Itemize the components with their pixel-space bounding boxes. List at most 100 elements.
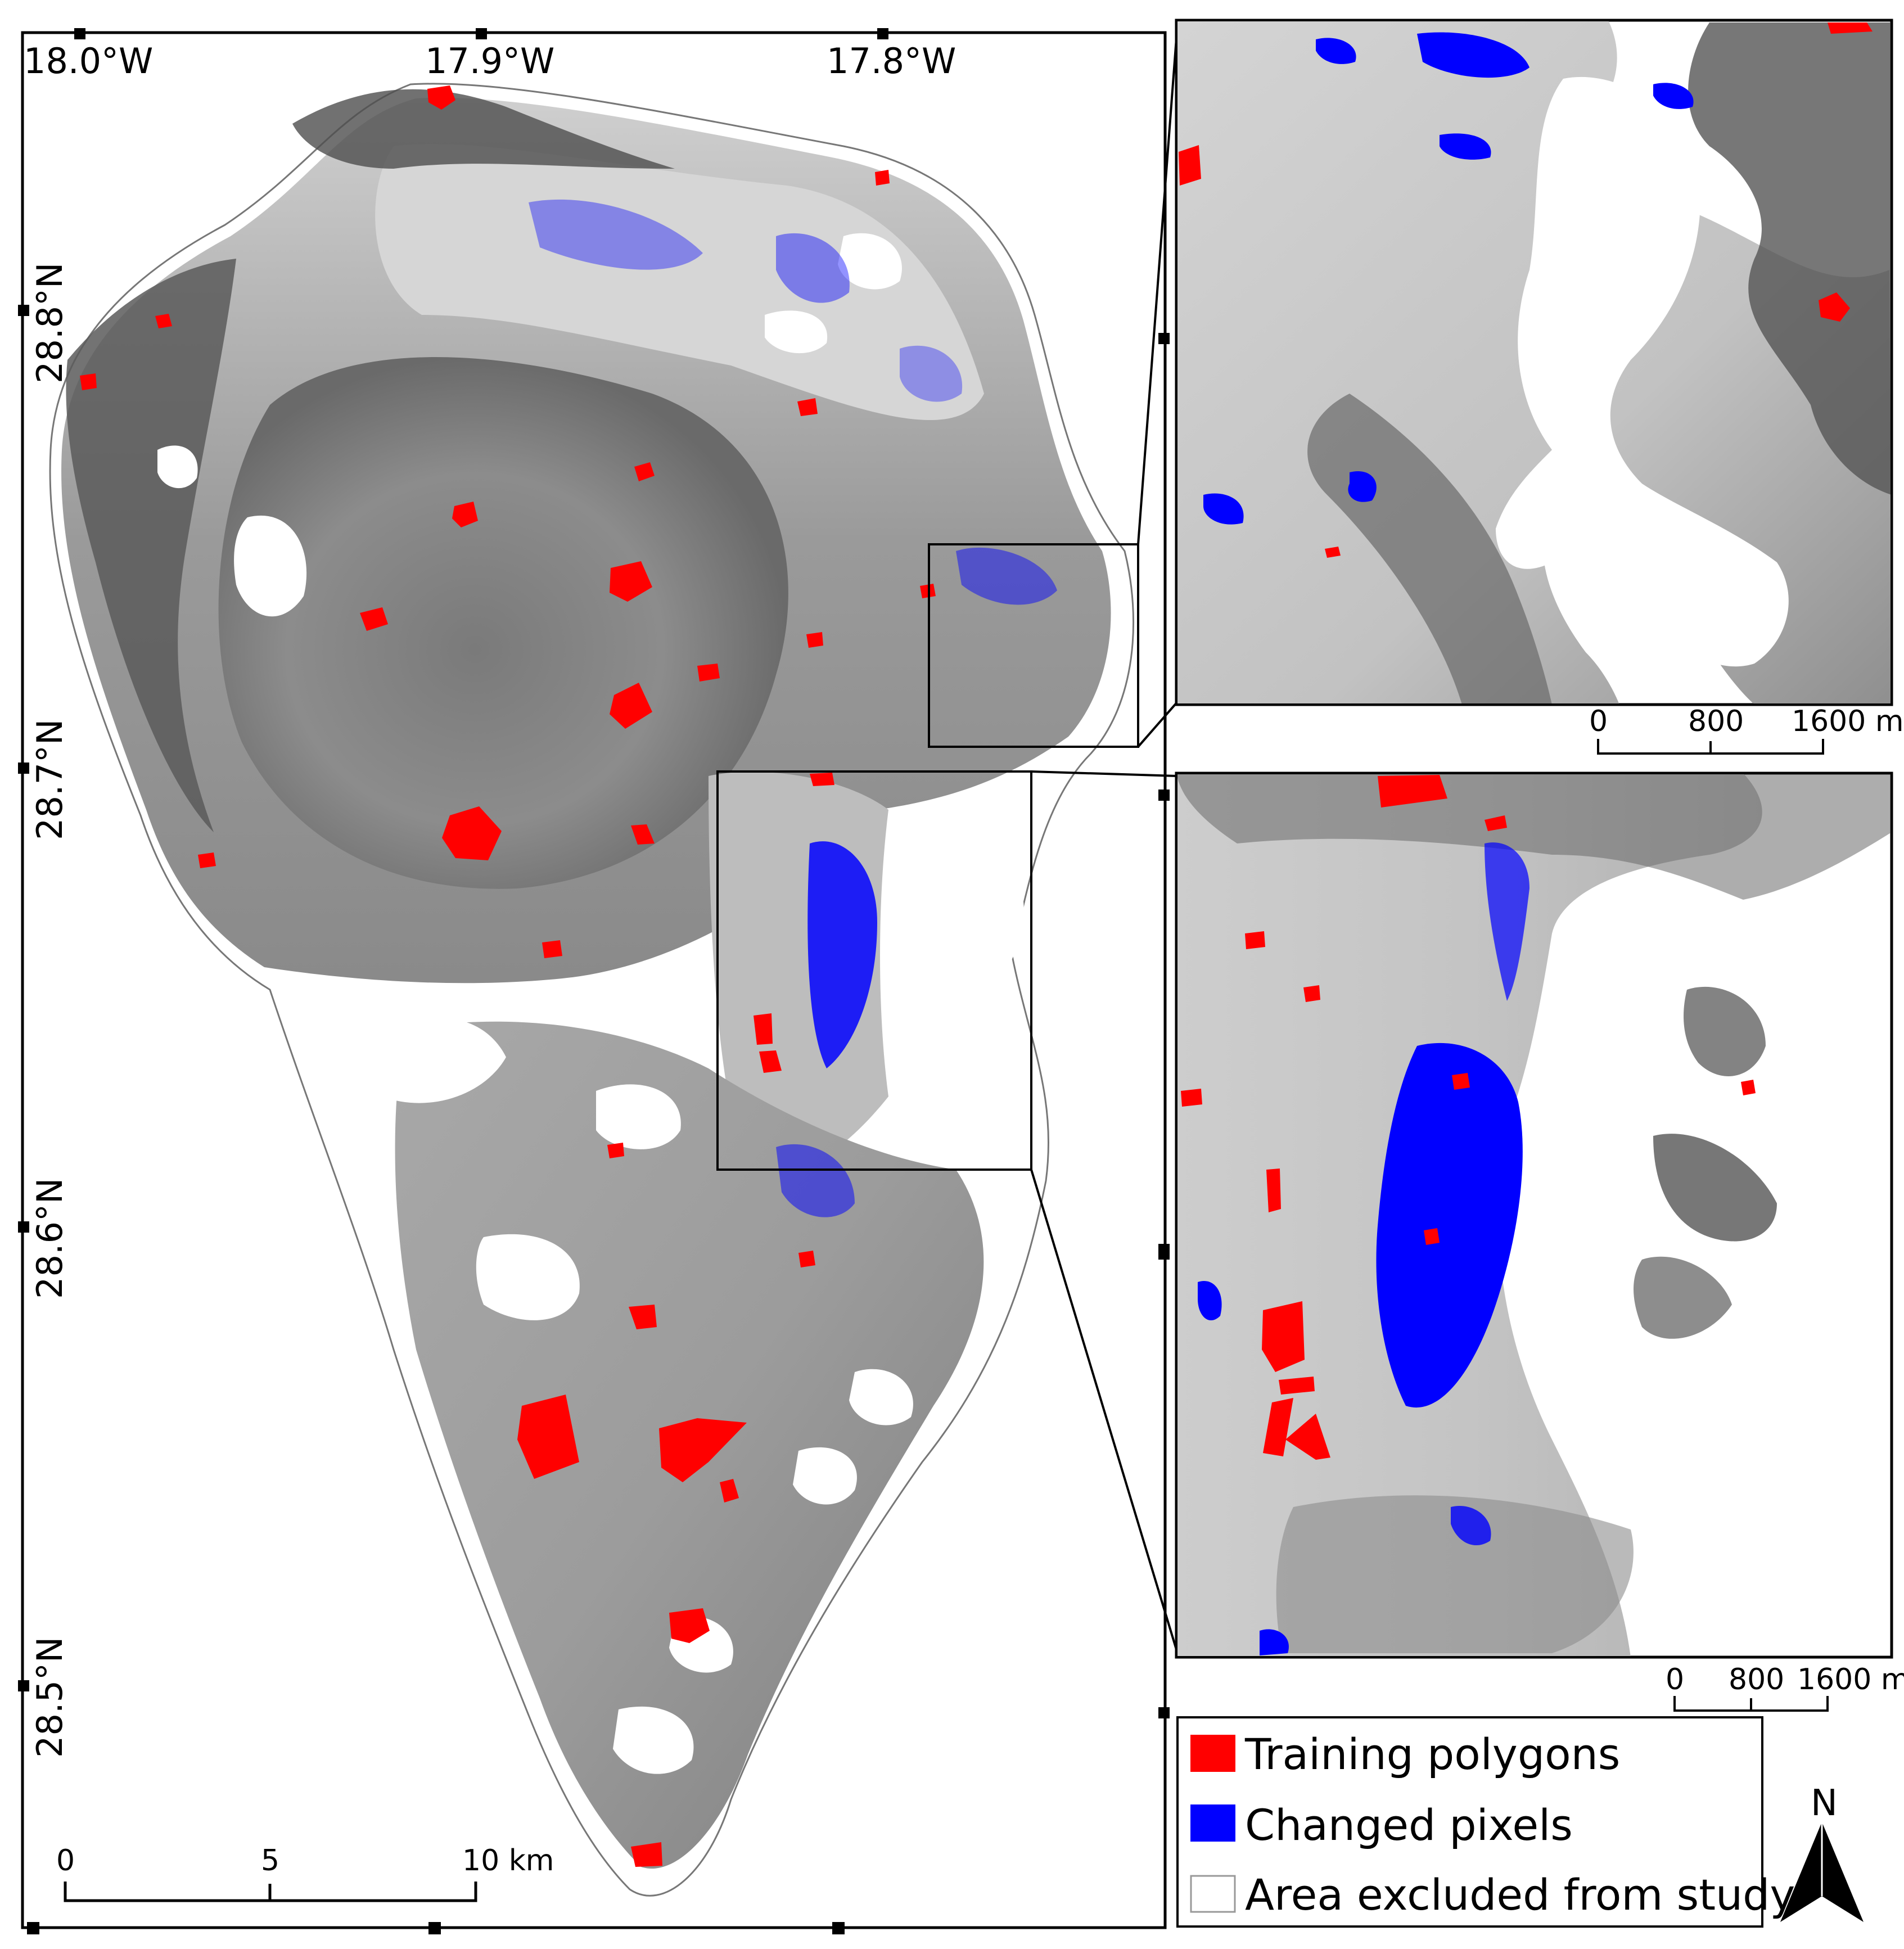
legend-item-excluded: Area excluded from study: [1190, 1870, 1795, 1920]
training-polygon: [198, 852, 216, 868]
training-polygon: [542, 940, 562, 958]
lon-label: 18.0°W: [24, 40, 153, 82]
training-polygon: [798, 1251, 815, 1267]
legend-label: Changed pixels: [1245, 1800, 1573, 1850]
inset-bottom-east-patch: [1634, 1256, 1732, 1339]
inset-top-excluded: [1496, 76, 1789, 667]
training-polygon: [659, 1418, 747, 1482]
training-polygon: [452, 502, 478, 527]
island-coastline: [49, 83, 1135, 1897]
main-changed-pixels: [529, 199, 1057, 1217]
main-training-polygons: [80, 85, 936, 1867]
inset-bottom-south-patch: [1276, 1495, 1634, 1653]
west-dark-terrain: [66, 259, 236, 832]
inset-bottom: 0 800 1600 m: [1158, 772, 1904, 1712]
lat-label: 28.5°N: [29, 1637, 70, 1758]
training-polygon: [1262, 1301, 1305, 1372]
training-polygon: [810, 773, 834, 786]
training-polygon: [1245, 931, 1265, 949]
scale-label: 1600 m: [1797, 1663, 1904, 1697]
lat-label: 28.8°N: [29, 263, 70, 384]
inset-bottom-scale-bar: 0 800 1600 m: [1666, 1663, 1904, 1712]
training-polygon: [629, 1305, 657, 1329]
scale-label: 10 km: [462, 1844, 554, 1878]
legend: Training polygons Changed pixels Area ex…: [1176, 1716, 1795, 1928]
north-arrow: N: [1780, 1783, 1864, 1922]
training-polygon: [1819, 292, 1850, 322]
inset-bottom-training-polygons: [1181, 775, 1756, 1460]
training-polygon: [759, 1050, 782, 1073]
scale-label: 5: [261, 1844, 279, 1878]
lat-tick: [18, 1680, 29, 1691]
scale-label: 800: [1688, 705, 1744, 738]
lat-tick: [18, 763, 29, 774]
training-polygon: [80, 373, 97, 390]
training-polygon: [1741, 1080, 1756, 1095]
scale-label: 0: [1589, 705, 1608, 738]
legend-item-training: Training polygons: [1190, 1729, 1620, 1779]
training-polygon: [697, 664, 720, 682]
north-light-area: [375, 144, 985, 421]
legend-label: Training polygons: [1244, 1729, 1620, 1779]
inset-top-changed-pixels: [1203, 32, 1694, 525]
training-polygon: [875, 170, 890, 186]
inset-top-training-polygons: [1179, 22, 1873, 558]
inset-bottom-dark-north: [1177, 774, 1891, 900]
inset-top-dark-east: [1688, 22, 1891, 495]
legend-label: Area excluded from study: [1245, 1870, 1795, 1920]
training-polygon: [631, 1842, 662, 1867]
training-polygon: [1378, 775, 1447, 807]
scale-label: 800: [1729, 1663, 1784, 1697]
legend-swatch-excluded: [1190, 1875, 1236, 1913]
main-scale-bar: 0 5 10 km: [56, 1844, 554, 1902]
inset-connectors: [1030, 23, 1179, 1654]
training-polygon: [1424, 1228, 1440, 1245]
training-polygon: [360, 607, 388, 631]
lat-label: 28.6°N: [29, 1178, 70, 1299]
training-polygon: [1263, 1398, 1293, 1456]
training-polygon: [1452, 1073, 1470, 1090]
training-polygon: [610, 561, 652, 602]
training-polygon: [797, 398, 818, 416]
lon-axis: 18.0°W 17.9°W 17.8°W: [24, 28, 956, 82]
scale-label: 0: [56, 1844, 75, 1878]
scale-label: 1600 m: [1792, 705, 1904, 738]
lon-label: 17.8°W: [827, 40, 956, 82]
lon-tick: [74, 28, 85, 39]
training-polygon: [1485, 815, 1507, 831]
lat-axis: 28.8°N 28.7°N 28.6°N 28.5°N: [18, 263, 70, 1758]
lon-tick: [476, 28, 487, 39]
training-polygon: [155, 314, 172, 328]
training-polygon: [442, 806, 502, 860]
lon-tick: [877, 28, 888, 39]
lat-label: 28.7°N: [29, 719, 70, 840]
training-polygon: [607, 1143, 624, 1158]
training-polygon: [1285, 1414, 1330, 1460]
legend-item-changed: Changed pixels: [1190, 1800, 1573, 1850]
training-polygon: [517, 1395, 579, 1479]
inset-bottom-east-patch: [1684, 986, 1766, 1076]
frame-ticks: [27, 333, 1170, 1934]
training-polygon: [1179, 145, 1201, 186]
inset-top-scale-bar: 0 800 1600 m: [1589, 705, 1904, 755]
training-polygon: [754, 1013, 773, 1045]
training-polygon: [1303, 985, 1320, 1002]
legend-swatch-training: [1190, 1735, 1235, 1772]
north-label: N: [1811, 1783, 1838, 1824]
caldera-terrain: [218, 357, 788, 889]
inset-top: 0 800 1600 m: [1175, 19, 1904, 755]
lat-tick: [18, 305, 29, 316]
training-polygon: [1181, 1089, 1202, 1107]
legend-swatch-changed: [1190, 1804, 1235, 1842]
training-polygon: [1266, 1169, 1281, 1212]
training-polygon: [610, 683, 652, 729]
legend-box: [1176, 1716, 1763, 1928]
training-polygon: [1828, 22, 1873, 34]
main-map: 18.0°W 17.9°W 17.8°W 28.8°N 28.7°N 28.6°…: [18, 28, 1170, 1934]
training-polygon: [669, 1608, 710, 1643]
lat-tick: [18, 1221, 29, 1233]
training-polygon: [427, 85, 455, 110]
inset-top-dark-band: [1307, 394, 1552, 703]
inset-bottom-frame-tick: [1158, 1244, 1170, 1255]
